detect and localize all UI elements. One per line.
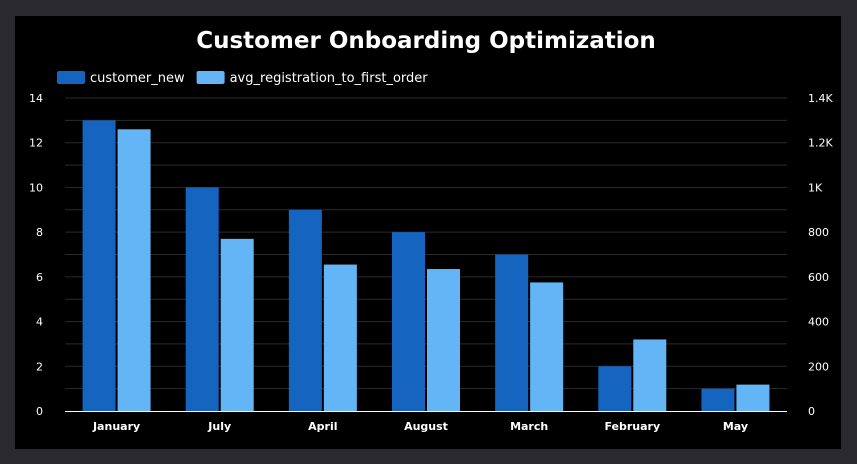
bars <box>82 120 770 412</box>
bar-customer-new[interactable] <box>82 120 116 411</box>
x-tick-label: April <box>308 420 337 433</box>
y-right-tick-label: 400 <box>808 316 829 329</box>
bar-customer-new[interactable] <box>495 254 529 412</box>
legend-swatch <box>57 71 85 84</box>
legend-label: avg_registration_to_first_order <box>230 71 429 86</box>
bar-avg-registration[interactable] <box>633 339 667 411</box>
y-left-tick-label: 8 <box>36 226 43 239</box>
gridlines <box>65 97 787 390</box>
bar-avg-registration[interactable] <box>117 129 151 412</box>
bar-customer-new[interactable] <box>185 187 219 411</box>
bar-customer-new[interactable] <box>288 209 322 411</box>
x-tick-label: February <box>604 420 660 433</box>
y-left-tick-label: 12 <box>29 137 43 150</box>
legend-label: customer_new <box>90 71 185 86</box>
bar-avg-registration[interactable] <box>427 269 460 411</box>
legend-swatch <box>196 71 225 84</box>
y-right-tick-label: 1.2K <box>808 137 833 150</box>
chart-title: Customer Onboarding Optimization <box>196 28 656 54</box>
axes: 0 2 4 6 8 10 12 14 0 200 400 600 800 1K 1.2K 1.4K Januar… <box>29 92 833 433</box>
y-left-tick-label: 2 <box>36 360 43 373</box>
legend[interactable]: customer_new avg_registration_to_first_or… <box>57 71 428 86</box>
y-right-tick-label: 1.4K <box>808 92 833 105</box>
bar-customer-new[interactable] <box>392 232 425 411</box>
bar-customer-new[interactable] <box>598 366 632 411</box>
bar-avg-registration[interactable] <box>220 238 254 411</box>
chart-canvas: Customer Onboarding Optimization 0 2 4 6 8 10… <box>29 28 833 433</box>
x-tick-label: August <box>404 420 448 433</box>
x-tick-label: May <box>723 420 748 433</box>
y-right-tick-label: 600 <box>808 271 829 284</box>
y-right-tick-label: 0 <box>808 405 815 418</box>
x-tick-label: July <box>207 420 231 433</box>
x-tick-label: January <box>92 420 140 433</box>
y-left-tick-label: 14 <box>29 92 43 105</box>
bar-avg-registration[interactable] <box>530 282 564 411</box>
y-right-tick-label: 200 <box>808 360 829 373</box>
bar-avg-registration[interactable] <box>323 264 357 411</box>
y-left-tick-label: 4 <box>36 316 43 329</box>
y-right-tick-label: 800 <box>808 226 829 239</box>
bar-avg-registration[interactable] <box>736 384 770 411</box>
bar-customer-new[interactable] <box>701 388 735 411</box>
y-left-tick-label: 0 <box>36 405 43 418</box>
chart-panel: Customer Onboarding Optimization 0 2 4 6 8 10… <box>15 16 841 449</box>
y-left-tick-label: 10 <box>29 181 43 194</box>
y-right-tick-label: 1K <box>808 181 823 194</box>
x-tick-label: March <box>510 420 548 433</box>
y-left-tick-label: 6 <box>36 271 43 284</box>
